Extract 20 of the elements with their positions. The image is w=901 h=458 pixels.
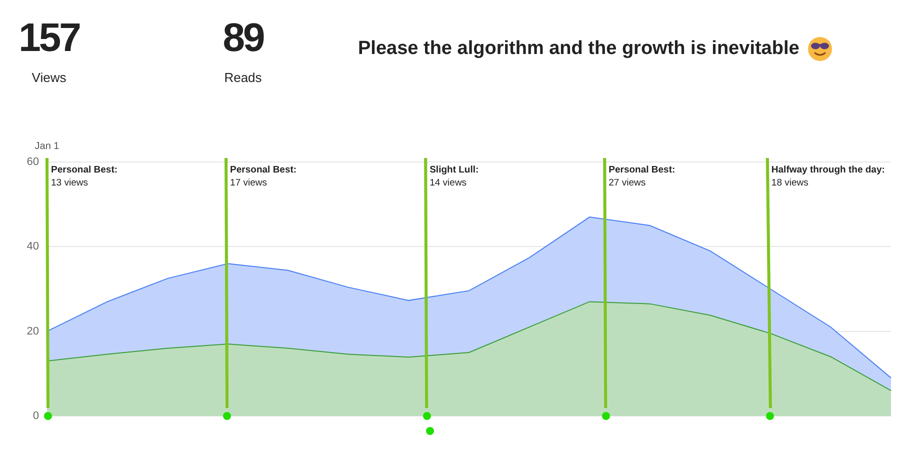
text: 89 bbox=[222, 16, 265, 60]
annotation: 18 views bbox=[771, 177, 809, 188]
annotation: 17 views bbox=[230, 177, 268, 188]
annotation: 13 views bbox=[51, 177, 88, 188]
annotation: 14 views bbox=[430, 177, 467, 188]
annotation: 27 views bbox=[608, 177, 646, 188]
annotation: Halfway through the day: bbox=[771, 164, 885, 176]
y-tick-label: 60 bbox=[26, 156, 39, 168]
annotation: Personal Best: bbox=[230, 164, 297, 176]
text: Views bbox=[30, 70, 68, 85]
x-tick-label: Jan 1 bbox=[34, 140, 60, 152]
chart-title: Please the algorithm and the growth is inevitable bbox=[358, 38, 800, 60]
annotation: Personal Best: bbox=[51, 164, 118, 176]
y-tick-label: 0 bbox=[32, 410, 39, 422]
annotation: Personal Best: bbox=[608, 164, 676, 176]
text: Reads bbox=[223, 70, 263, 85]
y-tick-label: 20 bbox=[26, 325, 39, 338]
text: 157 bbox=[18, 16, 81, 60]
annotation: Slight Lull: bbox=[430, 164, 479, 176]
y-tick-label: 40 bbox=[26, 240, 39, 253]
